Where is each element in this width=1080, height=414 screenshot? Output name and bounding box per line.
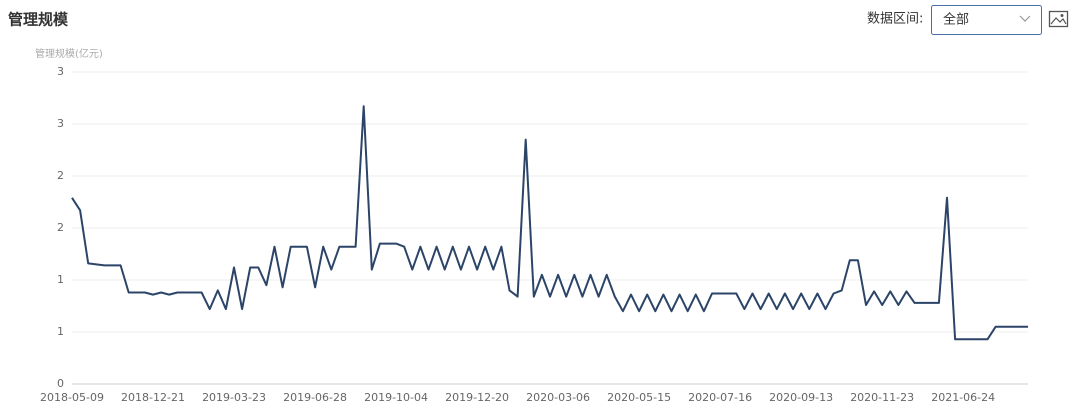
y-tick-label: 3 [57,117,64,130]
y-tick-label: 3 [57,65,64,78]
y-tick-label: 0 [57,377,64,390]
data-line [71,105,1028,341]
x-tick-label: 2021-06-24 [931,391,995,404]
select-arrow [1019,15,1031,22]
x-tick-label: 2020-09-13 [769,391,833,404]
x-tick-label: 2019-10-04 [364,391,428,404]
range-select[interactable] [931,5,1042,35]
image-button[interactable] [1048,10,1069,28]
x-tick-label: 2020-07-16 [688,391,752,404]
x-tick-label: 2018-05-09 [40,391,104,404]
x-tick-label: 2020-11-23 [850,391,914,404]
x-tick-label: 2019-06-28 [283,391,347,404]
y-tick-label: 1 [57,273,64,286]
range-value: 全部 [943,12,969,28]
y-tick-label: 2 [57,221,64,234]
x-tick-label: 2020-03-06 [526,391,590,404]
x-tick-label: 2019-12-20 [445,391,509,404]
x-tick-label: 2018-12-21 [121,391,185,404]
y-tick-label: 1 [57,325,64,338]
y-axis-title: 管理规模(亿元) [35,47,103,60]
page-title: 管理规模 [8,11,69,29]
x-tick-label: 2020-05-15 [607,391,671,404]
range-label: 数据区间: [867,12,923,27]
x-tick-label: 2019-03-23 [202,391,266,404]
y-tick-label: 2 [57,169,64,182]
